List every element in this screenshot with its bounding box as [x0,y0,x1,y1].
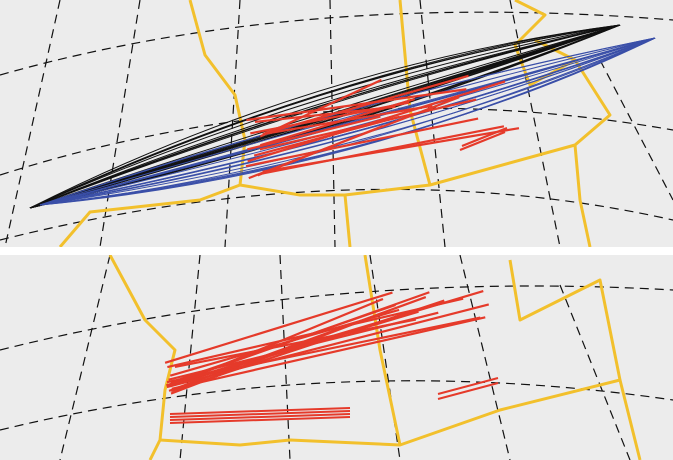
trajectory [166,303,490,389]
trajectory [29,24,621,209]
trajectory [172,291,430,385]
trajectory [39,37,656,206]
trajectory [39,37,656,206]
trajectory [245,117,479,168]
borders [108,255,642,460]
trajectory [164,291,393,364]
bottom-panel [0,255,673,460]
trajectory [29,24,621,209]
trajectory [437,377,499,395]
trajectory [248,96,460,180]
trajectory [29,24,621,209]
trajectory [169,413,351,421]
trajectory [39,37,656,206]
trajectory [259,98,416,147]
trajectory [29,24,621,209]
trajectories [164,290,499,424]
trajectories [29,24,656,209]
trajectory [246,88,467,122]
trajectory [247,80,506,163]
trajectory [169,410,351,418]
trajectory [461,126,508,148]
top-panel [0,0,673,247]
trajectory [254,105,396,124]
trajectory [262,127,520,173]
trajectory [39,37,656,206]
trajectory [39,37,656,206]
trajectory [247,115,381,151]
panel-background [0,255,673,460]
trajectory [29,24,621,209]
trajectory [39,37,656,206]
trajectory [437,382,499,400]
trajectory [166,290,484,387]
trajectory [169,407,351,415]
trajectory [166,316,481,384]
trajectory [459,130,506,152]
trajectory [171,316,486,390]
trajectory [169,416,351,424]
trajectory [29,24,621,209]
